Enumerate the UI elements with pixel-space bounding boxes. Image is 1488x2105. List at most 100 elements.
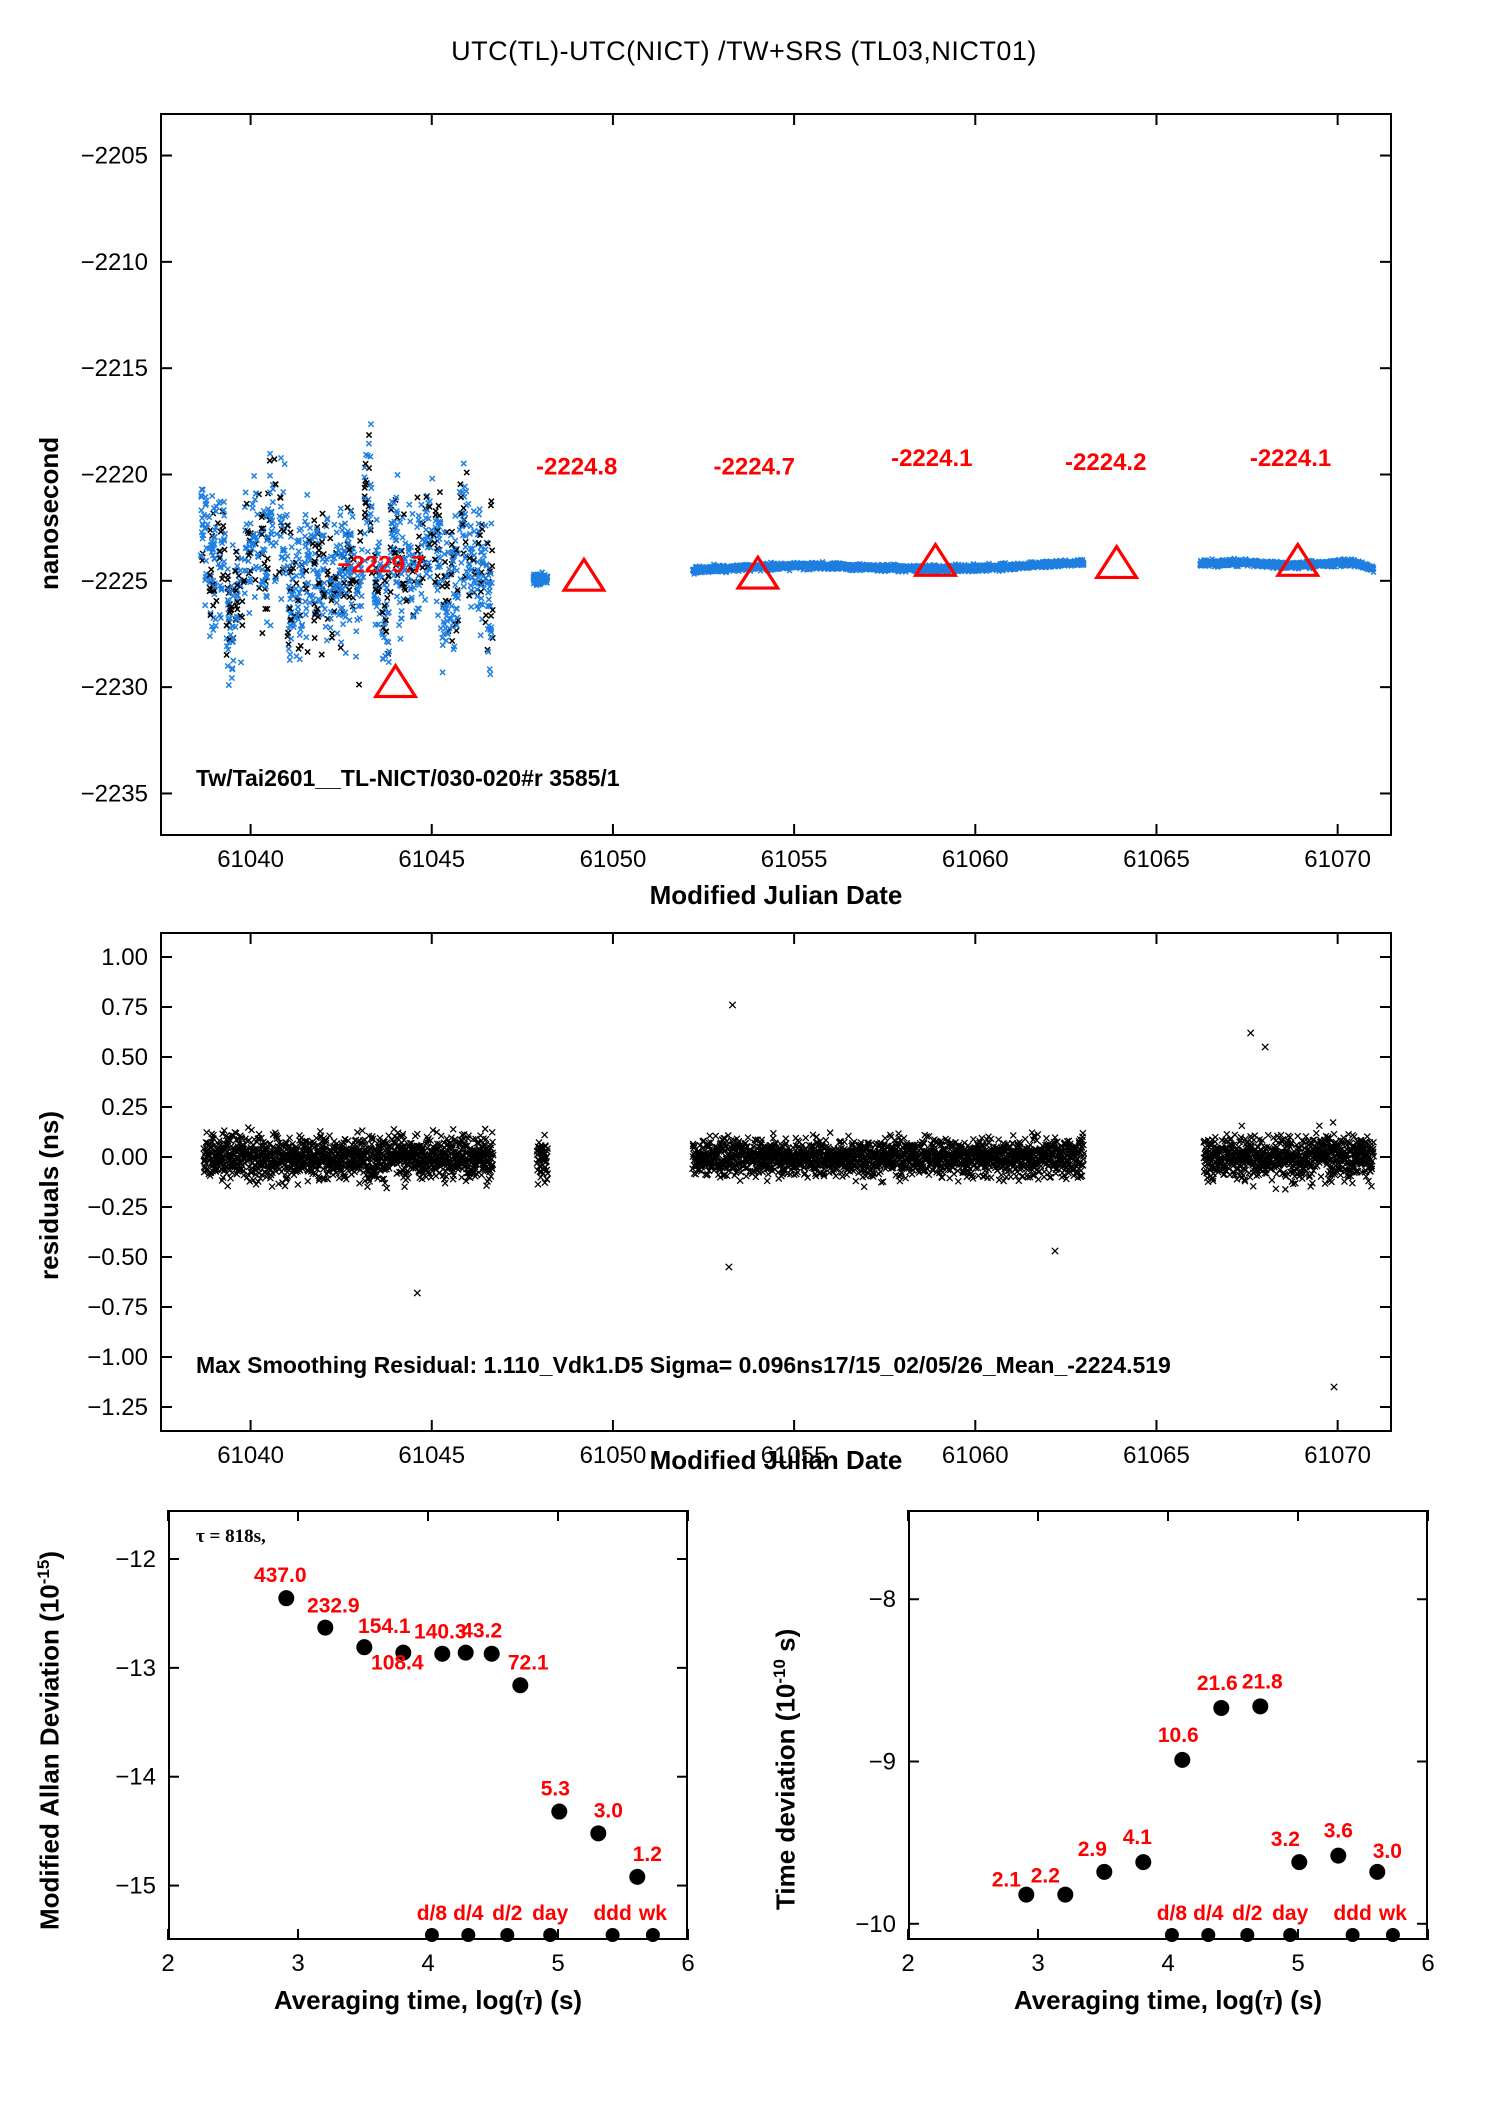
data-points: 2.1 2.2 2.9 4.1 10.6 21.6 21.8 3.2 3.6 3.0 [992, 1670, 1402, 1903]
y-tick-label: −2220 [81, 462, 148, 489]
x-tick-label: 61040 [217, 1442, 284, 1469]
x-tick-label: 2 [901, 1950, 914, 1977]
panel-top-footer: Tw/Tai2601__TL-NICT/030-020#r 3585/1 [196, 765, 620, 791]
data-point [1174, 1751, 1191, 1768]
y-tick-label: −15 [115, 1873, 156, 1900]
x-tick-label: 61050 [580, 1442, 647, 1469]
data-points-top [197, 421, 1377, 689]
data-point-label: 4.1 [1123, 1826, 1153, 1849]
panel-utc-difference: nanosecond Modified Julian Date Tw/Tai26… [0, 0, 1488, 910]
x-tick-label: 61060 [942, 1442, 1009, 1469]
marker-value-label: -2224.7 [714, 454, 795, 481]
scale-marker-label: ddd [1333, 1902, 1371, 1925]
marker-value-label: −2229.7 [337, 551, 424, 578]
panel-adev: Modified Allan Deviation (10-15) Averagi… [0, 1460, 760, 2105]
data-point [512, 1677, 529, 1694]
x-tick-label: 4 [421, 1950, 434, 1977]
x-tick-label: 3 [291, 1950, 304, 1977]
panel-tdev: Time deviation (10-10 s) Averaging time,… [728, 1460, 1488, 2105]
data-point-label: 1.2 [633, 1843, 662, 1866]
data-point-label: 72.1 [508, 1651, 549, 1674]
data-point [1096, 1863, 1113, 1880]
x-tick-label: 61050 [580, 846, 647, 873]
y-tick-label: −2205 [81, 143, 148, 170]
data-point [457, 1644, 474, 1661]
data-point-label: 108.4 [371, 1652, 424, 1675]
tdev-xlabel-b: ) (s) [1274, 1985, 1323, 2015]
data-point-label: 10.6 [1158, 1724, 1199, 1747]
y-tick-label: 1.00 [101, 944, 148, 971]
x-tick-label: 61045 [398, 846, 465, 873]
x-tick-label: 3 [1031, 1950, 1044, 1977]
y-tick-label: −2215 [81, 355, 148, 382]
x-tick-label: 61070 [1304, 1442, 1371, 1469]
y-tick-label: −8 [869, 1586, 896, 1613]
data-point [395, 1644, 412, 1661]
scale-markers: d/8 d/4 d/2 day ddd wk [1157, 1902, 1407, 1942]
x-tick-label: 61065 [1123, 846, 1190, 873]
adev-tau-note: τ = 818s, [196, 1526, 266, 1547]
x-tick-label: 61055 [761, 846, 828, 873]
y-tick-label: 0.50 [101, 1044, 148, 1071]
x-tick-label: 6 [1421, 1950, 1434, 1977]
x-tick-label: 61060 [942, 846, 1009, 873]
data-point-label: 3.0 [1373, 1840, 1402, 1863]
data-point-label: 2.2 [1031, 1865, 1060, 1888]
panel-adev-xlabel: Averaging time, log(τ) (s) [168, 1985, 688, 2016]
scale-marker-label: d/4 [1193, 1902, 1224, 1925]
y-tick-label: −9 [869, 1749, 896, 1776]
marker-value-label: -2224.8 [536, 454, 617, 481]
scale-marker-label: d/4 [453, 1902, 484, 1925]
y-tick-label: −2210 [81, 249, 148, 276]
scale-marker-label: d/2 [492, 1902, 522, 1925]
data-point [1057, 1886, 1074, 1903]
data-point [434, 1645, 451, 1662]
y-tick-label: −0.25 [87, 1194, 148, 1221]
marker-value-label: -2224.2 [1065, 449, 1146, 476]
x-tick-label: 61070 [1304, 846, 1371, 873]
data-point [278, 1590, 295, 1607]
data-points-mid [200, 1001, 1378, 1391]
panel-residuals: residuals (ns) Modified Julian Date Max … [0, 900, 1488, 1475]
data-point [1252, 1698, 1269, 1715]
scale-marker-label: wk [638, 1902, 667, 1925]
scale-marker-label: ddd [593, 1902, 631, 1925]
x-tick-label: 61065 [1123, 1442, 1190, 1469]
data-point [1369, 1863, 1386, 1880]
panel-mid-canvas: 61040 61045 61050 61055 61060 61065 61070 1.00 0… [87, 932, 1392, 1469]
y-tick-label: 0.25 [101, 1094, 148, 1121]
data-point [1018, 1886, 1035, 1903]
scale-markers: d/8 d/4 d/2 day ddd wk [417, 1902, 667, 1942]
data-point-label: 437.0 [254, 1564, 307, 1587]
panel-tdev-canvas: 2 3 4 5 6 −8 −9 −10 2.1 2.2 2.9 4.1 10.6 21.6 21.8 3.2 3… [855, 1510, 1435, 1977]
scale-marker-label: day [532, 1902, 569, 1925]
y-tick-label: −2225 [81, 568, 148, 595]
y-tick-label: −2230 [81, 674, 148, 701]
x-tick-label: 61040 [217, 846, 284, 873]
data-point-label: 2.9 [1078, 1838, 1107, 1861]
y-tick-label: −2235 [81, 780, 148, 807]
y-tick-label: 0.00 [101, 1144, 148, 1171]
data-point [483, 1645, 500, 1662]
data-point [356, 1639, 373, 1656]
panel-top-xlabel: Modified Julian Date [649, 880, 903, 910]
scale-marker-label: d/8 [1157, 1902, 1188, 1925]
plot-frame-top [160, 113, 1392, 836]
data-point-label: 21.6 [1197, 1672, 1238, 1695]
scale-marker-label: d/8 [417, 1902, 448, 1925]
data-point-label: 232.9 [307, 1595, 360, 1618]
y-tick-label: −14 [115, 1764, 156, 1791]
marker-triangles-top: −2229.7 -2224.8 -2224.7 -2224.1 -2224.2 -2224… [337, 445, 1331, 699]
tdev-xlabel-tau: τ [1262, 1986, 1275, 2015]
data-point-label: 21.8 [1242, 1670, 1283, 1693]
y-tick-label: −1.00 [87, 1344, 148, 1371]
y-tick-label: −1.25 [87, 1394, 148, 1421]
y-tick-label: −0.50 [87, 1244, 148, 1271]
y-tick-label: −0.75 [87, 1294, 148, 1321]
scale-marker-label: day [1272, 1902, 1309, 1925]
x-tick-label: 6 [681, 1950, 694, 1977]
y-tick-label: −12 [115, 1546, 156, 1573]
data-point [629, 1868, 646, 1885]
